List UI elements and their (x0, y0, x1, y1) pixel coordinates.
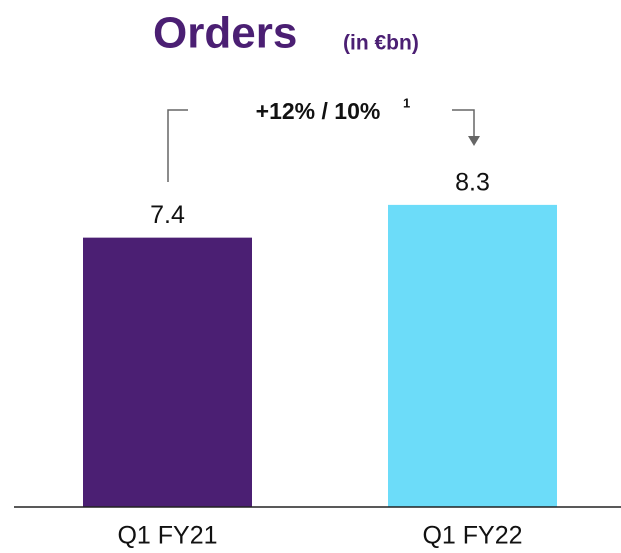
bar (83, 237, 252, 507)
chart-subtitle: (in €bn) (343, 32, 419, 55)
bracket-right (452, 109, 475, 138)
bracket-left (167, 109, 188, 182)
chart-title: Orders (153, 9, 297, 58)
x-tick-label: Q1 FY22 (422, 522, 522, 550)
annotation-footnote: 1 (403, 95, 410, 110)
x-tick-label: Q1 FY21 (117, 522, 217, 550)
annotation: +12% / 10% (256, 98, 381, 124)
arrow-head (468, 136, 480, 146)
value-label: 8.3 (455, 168, 490, 196)
value-label: 7.4 (150, 201, 185, 229)
bar (388, 204, 557, 507)
